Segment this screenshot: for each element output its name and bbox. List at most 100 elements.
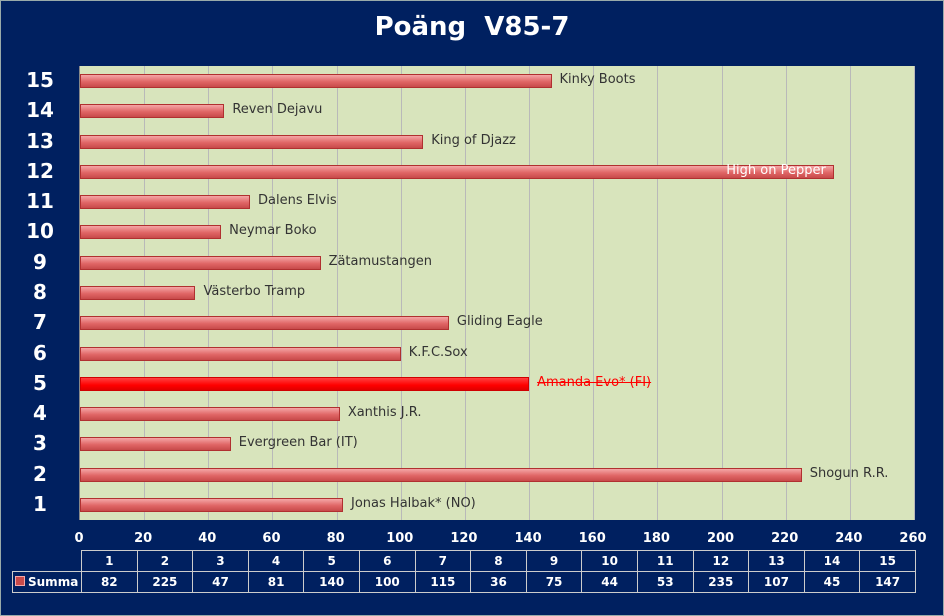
table-header-cell: 12 <box>692 550 750 572</box>
bar-label: Amanda Evo* (FI) <box>537 374 652 390</box>
table-header-cell: 6 <box>358 550 416 572</box>
table-value-cell: 44 <box>581 571 638 593</box>
table-value-cell: 53 <box>636 571 694 593</box>
y-tick-label: 13 <box>26 128 54 153</box>
x-tick-label: 120 <box>450 531 478 546</box>
table-value-cell: 81 <box>247 571 305 593</box>
bar-2 <box>80 467 802 482</box>
y-tick-label: 11 <box>26 189 54 214</box>
plot-area: Jonas Halbak* (NO) Shogun R.R. Evergreen B… <box>79 66 915 520</box>
y-tick-label: 8 <box>33 280 47 304</box>
series-legend-cell: Summa <box>12 571 82 593</box>
gridline <box>336 66 338 520</box>
table-header-cell: 11 <box>636 550 694 572</box>
table-header-cell: 5 <box>303 550 360 572</box>
bar-8 <box>80 286 196 300</box>
bar-label: Neymar Boko <box>229 223 317 239</box>
gridline <box>400 66 402 520</box>
table-value-cell: 75 <box>525 571 583 593</box>
y-tick-label: 2 <box>33 461 47 486</box>
x-tick-label: 80 <box>326 531 345 546</box>
bar-label: Reven Dejavu <box>232 102 323 118</box>
bar-label: Gliding Eagle <box>456 314 543 330</box>
bar-12 <box>80 164 834 179</box>
y-tick-label: 14 <box>26 98 54 123</box>
x-tick-label: 40 <box>198 531 217 546</box>
table-header-cell: 2 <box>136 550 194 572</box>
table-header-cell: 8 <box>470 550 527 572</box>
table-header-cell: 14 <box>803 550 861 572</box>
y-tick-label: 10 <box>26 219 54 244</box>
table-value-cell: 82 <box>81 571 138 593</box>
bar-11 <box>80 195 250 210</box>
x-tick-label: 180 <box>642 531 670 546</box>
x-tick-label: 200 <box>706 531 735 546</box>
table-header-cell: 15 <box>859 550 916 572</box>
gridline <box>272 66 274 520</box>
table-corner <box>12 550 82 572</box>
table-header-cell: 7 <box>414 550 472 572</box>
table-header-cell: 1 <box>81 550 138 572</box>
data-table: 1 2 3 4 5 6 7 8 9 10 11 12 13 14 15 Summa 82 225 47 81 140 1… <box>12 550 916 593</box>
x-tick-label: 20 <box>134 531 153 546</box>
x-tick-label: 0 <box>74 531 84 546</box>
gridline <box>657 66 659 520</box>
gridline <box>208 66 210 520</box>
table-value-cell: 100 <box>358 571 416 593</box>
bar-label: Zätamustangen <box>328 253 432 269</box>
chart-title: Poäng V85-7 <box>374 12 570 42</box>
x-tick-label: 240 <box>835 531 863 546</box>
table-header-cell: 4 <box>247 550 305 572</box>
y-tick-label: 15 <box>26 68 54 93</box>
y-tick-label: 7 <box>33 310 47 335</box>
bar-label: Jonas Halbak* (NO) <box>351 495 476 511</box>
y-tick-label: 6 <box>33 340 47 365</box>
y-tick-label: 12 <box>26 158 54 183</box>
bar-7 <box>80 316 449 331</box>
x-tick-label: 60 <box>262 531 281 546</box>
bar-label: Kinky Boots <box>559 72 636 88</box>
bar-label: Evergreen Bar (IT) <box>238 435 358 451</box>
y-tick-label: 5 <box>33 370 47 395</box>
table-header-cell: 9 <box>525 550 583 572</box>
x-tick-label: 220 <box>771 531 799 546</box>
bar-6 <box>80 346 401 361</box>
table-value-cell: 47 <box>192 571 249 593</box>
gridline <box>914 66 915 520</box>
table-value-cell: 225 <box>136 571 194 593</box>
x-tick-label: 160 <box>578 531 606 546</box>
bar-4 <box>80 407 340 422</box>
gridline <box>464 66 466 520</box>
gridline <box>721 66 723 520</box>
table-value-cell: 235 <box>692 571 750 593</box>
y-tick-label: 3 <box>33 431 47 456</box>
bar-label: High on Pepper <box>726 162 826 178</box>
bar-13 <box>80 134 424 149</box>
bar-label: K.F.C.Sox <box>408 344 468 360</box>
table-value-cell: 107 <box>748 571 805 593</box>
table-value-cell: 140 <box>303 571 360 593</box>
table-header-cell: 3 <box>192 550 249 572</box>
table-value-cell: 147 <box>859 571 916 593</box>
gridline <box>593 66 595 520</box>
gridline <box>785 66 787 520</box>
bar-5 <box>80 376 530 391</box>
gridline <box>849 66 851 520</box>
bar-1 <box>80 497 344 512</box>
legend-key <box>15 576 25 586</box>
bar-9 <box>80 255 321 270</box>
table-value-cell: 45 <box>803 571 861 593</box>
y-tick-label: 1 <box>33 491 47 516</box>
y-tick-label: 9 <box>33 249 47 274</box>
gridline <box>529 66 531 520</box>
table-value-cell: 36 <box>470 571 527 593</box>
y-tick-label: 4 <box>33 401 47 426</box>
bar-label: Dalens Elvis <box>258 193 337 209</box>
table-header-cell: 13 <box>748 550 805 572</box>
x-tick-label: 140 <box>514 531 542 546</box>
bar-label: Västerbo Tramp <box>203 284 306 299</box>
bar-label: King of Djazz <box>431 132 516 148</box>
bar-3 <box>80 437 231 452</box>
bar-label: Xanthis J.R. <box>347 405 422 421</box>
bar-15 <box>80 74 552 89</box>
